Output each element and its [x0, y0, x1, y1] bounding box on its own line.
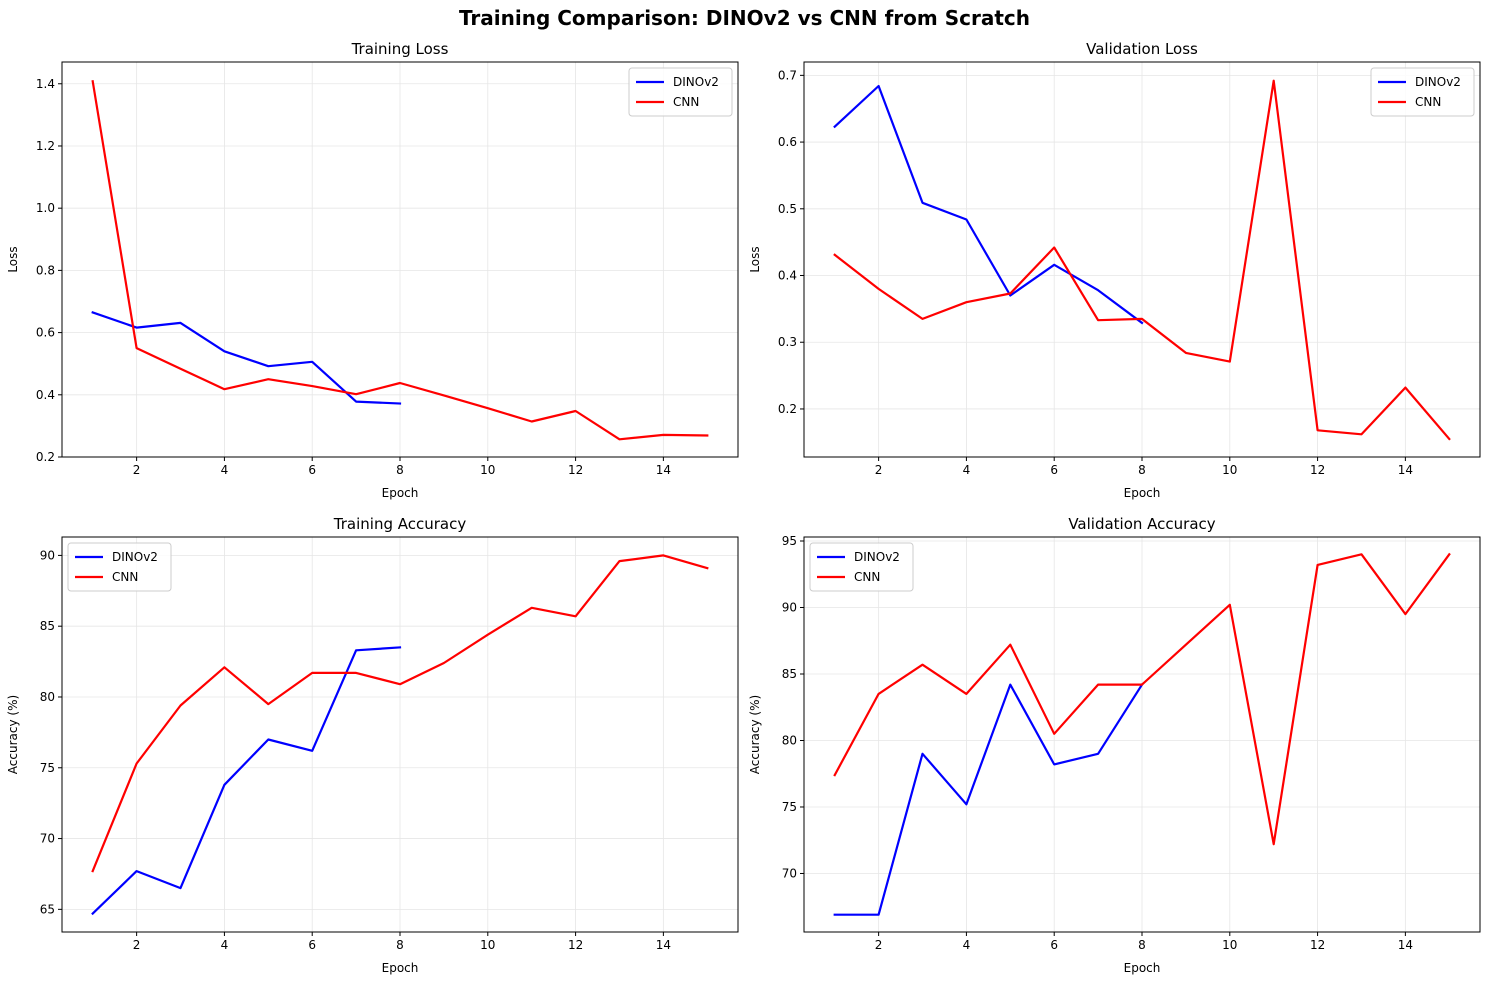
series-line-cnn — [833, 552, 1451, 846]
y-tick-label: 0.3 — [778, 335, 797, 349]
x-tick-label: 10 — [480, 463, 495, 477]
x-tick-label: 8 — [1138, 463, 1146, 477]
x-axis-label: Epoch — [1124, 486, 1161, 500]
x-tick-label: 6 — [308, 463, 316, 477]
series-line-dinov2 — [91, 311, 402, 405]
y-axis-label: Accuracy (%) — [6, 695, 20, 774]
series-line-cnn — [833, 79, 1451, 441]
figure-title: Training Comparison: DINOv2 vs CNN from … — [458, 6, 1030, 30]
subplot-title-training-accuracy: Training Accuracy — [333, 515, 467, 533]
x-tick-label: 14 — [656, 938, 671, 952]
subplot-title-training-loss: Training Loss — [351, 40, 449, 58]
legend-box — [809, 542, 914, 592]
legend-box — [1370, 67, 1475, 117]
x-tick-label: 14 — [656, 463, 671, 477]
y-axis-label: Loss — [6, 246, 20, 272]
x-tick-label: 2 — [875, 463, 883, 477]
y-tick-label: 70 — [782, 866, 797, 880]
legend-label-dinov2: DINOv2 — [673, 75, 719, 89]
y-tick-label: 65 — [40, 902, 55, 916]
x-axis-label: Epoch — [382, 961, 419, 975]
y-tick-label: 0.6 — [36, 326, 55, 340]
y-tick-label: 70 — [40, 832, 55, 846]
y-tick-label: 95 — [782, 534, 797, 548]
x-tick-label: 8 — [396, 938, 404, 952]
series-line-dinov2 — [833, 84, 1144, 325]
subplot-validation-accuracy: 2 4 6 8 10 12 14 70 75 80 85 90 95 Validation Accurac… — [748, 515, 1481, 975]
y-axis-label: Loss — [748, 246, 762, 272]
subplot-validation-loss: 2 4 6 8 10 12 14 0.2 0.3 0.4 0.5 0.6 0.7 Validation L… — [748, 40, 1481, 500]
y-tick-label: 0.2 — [778, 402, 797, 416]
x-tick-label: 10 — [1222, 938, 1237, 952]
series-line-cnn — [91, 80, 709, 441]
x-tick-label: 6 — [1050, 938, 1058, 952]
x-tick-label: 2 — [133, 463, 141, 477]
x-tick-label: 4 — [963, 938, 971, 952]
subplot-title-validation-accuracy: Validation Accuracy — [1068, 515, 1215, 533]
series-line-dinov2 — [833, 683, 1144, 916]
legend: DINOv2 CNN — [628, 67, 733, 117]
x-tick-label: 14 — [1398, 938, 1413, 952]
subplot-title-validation-loss: Validation Loss — [1086, 40, 1198, 58]
y-tick-label: 0.2 — [36, 450, 55, 464]
y-tick-label: 0.8 — [36, 263, 55, 277]
x-tick-label: 6 — [1050, 463, 1058, 477]
x-tick-label: 8 — [1138, 938, 1146, 952]
legend-label-cnn: CNN — [854, 570, 880, 584]
y-tick-label: 80 — [40, 690, 55, 704]
y-axis-label: Accuracy (%) — [748, 695, 762, 774]
y-tick-label: 90 — [40, 548, 55, 562]
x-axis-label: Epoch — [382, 486, 419, 500]
y-tick-label: 1.4 — [36, 77, 55, 91]
legend-label-dinov2: DINOv2 — [854, 550, 900, 564]
y-tick-label: 90 — [782, 600, 797, 614]
y-tick-label: 80 — [782, 733, 797, 747]
x-tick-label: 8 — [396, 463, 404, 477]
legend-label-cnn: CNN — [673, 95, 699, 109]
legend-box — [67, 542, 172, 592]
legend-label-cnn: CNN — [1415, 95, 1441, 109]
legend-box — [628, 67, 733, 117]
x-axis-label: Epoch — [1124, 961, 1161, 975]
y-tick-label: 1.0 — [36, 201, 55, 215]
x-tick-label: 10 — [480, 938, 495, 952]
x-tick-label: 2 — [133, 938, 141, 952]
x-tick-label: 12 — [568, 938, 583, 952]
y-tick-label: 0.7 — [778, 68, 797, 82]
x-tick-label: 10 — [1222, 463, 1237, 477]
x-tick-label: 12 — [568, 463, 583, 477]
x-tick-label: 14 — [1398, 463, 1413, 477]
y-tick-label: 75 — [40, 761, 55, 775]
y-tick-label: 0.4 — [36, 388, 55, 402]
legend-label-dinov2: DINOv2 — [112, 550, 158, 564]
y-tick-label: 0.6 — [778, 135, 797, 149]
y-tick-label: 75 — [782, 800, 797, 814]
series-line-cnn — [91, 554, 709, 873]
subplot-training-loss: 2 4 6 8 10 12 14 0.2 0.4 0.6 0.8 1.0 1.2 1.4 Training … — [6, 40, 739, 500]
y-tick-label: 0.4 — [778, 269, 797, 283]
legend: DINOv2 CNN — [67, 542, 172, 592]
y-tick-label: 85 — [40, 619, 55, 633]
y-tick-label: 1.2 — [36, 139, 55, 153]
series-line-dinov2 — [91, 646, 402, 916]
x-tick-label: 4 — [221, 463, 229, 477]
legend-label-dinov2: DINOv2 — [1415, 75, 1461, 89]
legend: DINOv2 CNN — [809, 542, 914, 592]
legend: DINOv2 CNN — [1370, 67, 1475, 117]
x-tick-label: 4 — [963, 463, 971, 477]
y-tick-label: 85 — [782, 667, 797, 681]
x-tick-label: 12 — [1310, 938, 1325, 952]
subplot-training-accuracy: 2 4 6 8 10 12 14 65 70 75 80 85 90 Training Accuracy E… — [6, 515, 739, 975]
legend-label-cnn: CNN — [112, 570, 138, 584]
x-tick-label: 6 — [308, 938, 316, 952]
x-tick-label: 12 — [1310, 463, 1325, 477]
x-tick-label: 4 — [221, 938, 229, 952]
y-tick-label: 0.5 — [778, 202, 797, 216]
x-tick-label: 2 — [875, 938, 883, 952]
